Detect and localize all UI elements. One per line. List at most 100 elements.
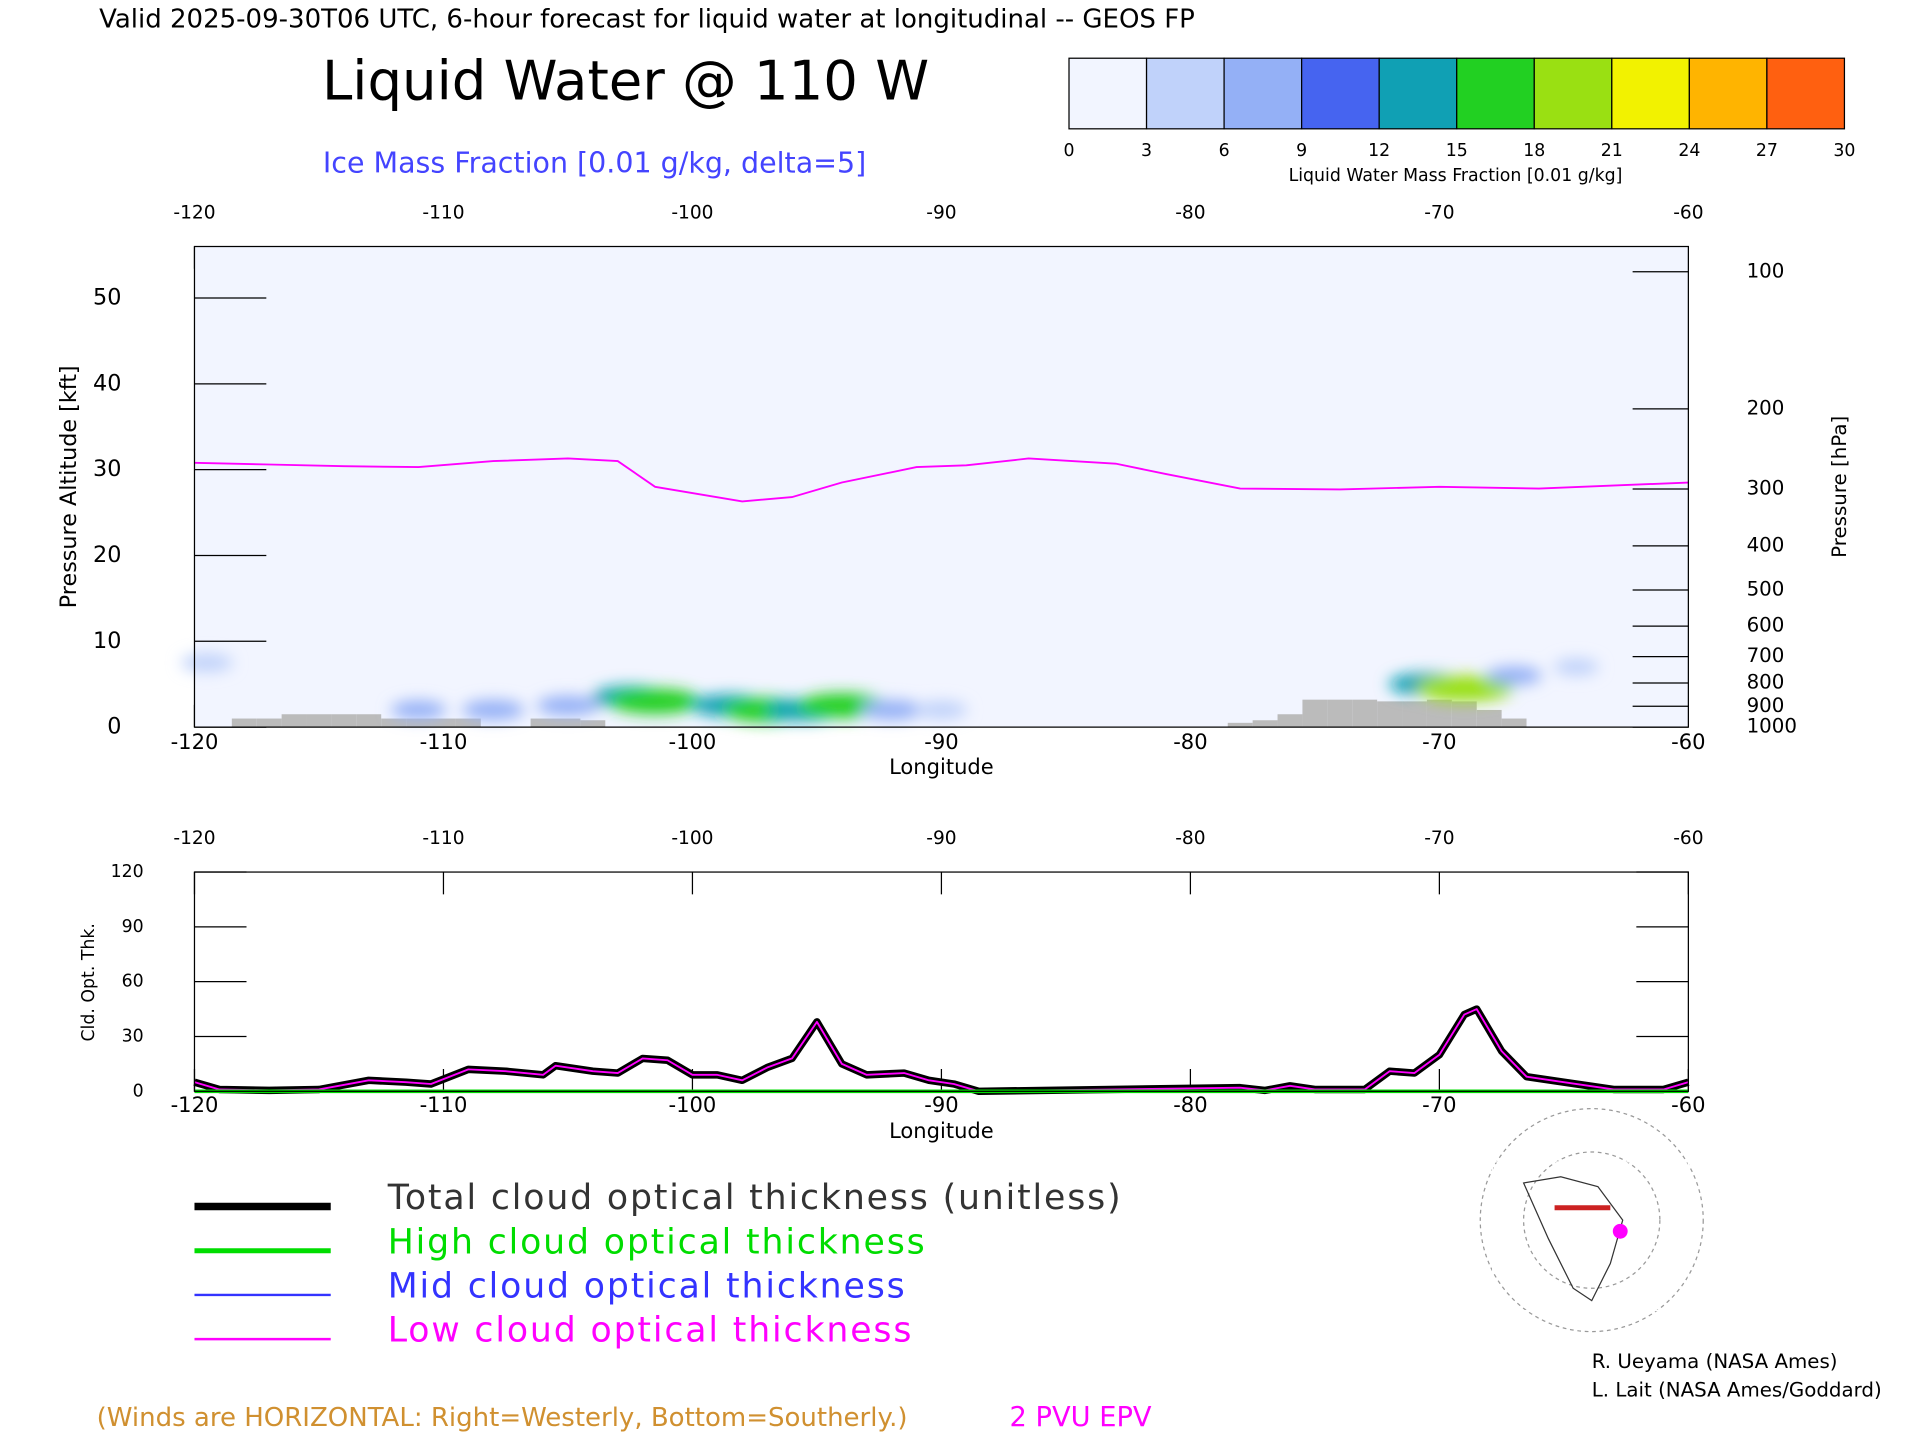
x-tick-label: -80 <box>1175 203 1205 224</box>
y2-tick-label: 200 <box>1747 396 1785 419</box>
colorbar-tick-label: 6 <box>1219 141 1230 161</box>
x-tick-label: -70 <box>1424 828 1454 849</box>
colorbar-segment <box>1223 57 1303 130</box>
colorbar-tick-label: 12 <box>1368 141 1390 161</box>
liquid-water-cell <box>1486 666 1542 685</box>
legend-entry: Mid cloud optical thickness <box>388 1267 907 1307</box>
x-tick-label: -90 <box>926 828 956 849</box>
y2-tick-label: 500 <box>1747 578 1785 601</box>
series-line <box>194 1008 1689 1093</box>
x-tick-label: -110 <box>422 203 464 224</box>
x-tick-label: -90 <box>926 203 956 224</box>
credit: L. Lait (NASA Ames/Goddard) <box>1592 1379 1882 1402</box>
liquid-water-cell <box>536 695 600 716</box>
terrain <box>406 718 432 728</box>
liquid-water-cell <box>608 688 702 715</box>
colorbar-tick-label: 15 <box>1446 141 1468 161</box>
colorbar-segment <box>1301 57 1380 130</box>
liquid-water-cell <box>390 700 447 720</box>
terrain <box>1302 699 1328 728</box>
liquid-water-cell <box>1415 675 1513 702</box>
x-tick-label: -90 <box>924 729 958 754</box>
x-tick-label: -90 <box>924 1092 958 1117</box>
terrain <box>1352 699 1378 728</box>
x-tick-label: -70 <box>1422 729 1456 754</box>
colorbar-tick-label: 27 <box>1756 141 1778 161</box>
colorbar-segment <box>1378 57 1458 130</box>
terrain <box>1451 701 1477 728</box>
x-tick-label: -60 <box>1671 1092 1705 1117</box>
y-axis-label: Cld. Opt. Thk. <box>79 923 99 1042</box>
series-line <box>193 1005 1690 1096</box>
x-axis-label: Longitude <box>889 1118 994 1143</box>
terrain <box>1252 720 1278 728</box>
terrain <box>231 718 257 728</box>
colorbar-tick-label: 18 <box>1523 141 1545 161</box>
y-tick-label: 10 <box>93 628 121 654</box>
y2-tick-label: 300 <box>1747 477 1785 500</box>
liquid-water-cell <box>915 700 968 719</box>
legend-entry: Low cloud optical thickness <box>388 1311 914 1351</box>
colorbar-tick-label: 24 <box>1678 141 1700 161</box>
terrain <box>1476 709 1502 728</box>
y2-tick-label: 400 <box>1747 533 1785 556</box>
terrain <box>580 720 606 728</box>
legend-entry: Total cloud optical thickness (unitless) <box>387 1178 1123 1218</box>
colorbar-tick-label: 9 <box>1296 141 1307 161</box>
x-tick-label: -60 <box>1673 203 1703 224</box>
x-tick-label: -100 <box>671 203 713 224</box>
y2-tick-label: 100 <box>1747 259 1785 282</box>
legend-entry: High cloud optical thickness <box>388 1222 927 1262</box>
x-tick-label: -100 <box>669 729 717 754</box>
terrain <box>1277 714 1303 728</box>
plot-frame <box>193 871 1689 1092</box>
x-tick-label: -120 <box>171 1092 219 1117</box>
x-tick-label: -80 <box>1173 1092 1207 1117</box>
terrain <box>1377 701 1403 728</box>
colorbar-segment <box>1766 57 1846 130</box>
liquid-water-cell <box>860 700 923 720</box>
terrain <box>455 718 481 728</box>
terrain <box>281 714 307 728</box>
colorbar-tick-label: 0 <box>1063 141 1074 161</box>
epv-line <box>194 457 1689 503</box>
x-tick-label: -100 <box>669 1092 717 1117</box>
chart-title: Liquid Water @ 110 W <box>322 48 929 112</box>
x-tick-label: -80 <box>1175 828 1205 849</box>
colorbar-segment <box>1611 57 1690 130</box>
colorbar-segment <box>1688 57 1768 130</box>
y-tick-label: 30 <box>93 456 121 482</box>
wind-note: (Winds are HORIZONTAL: Right=Westerly, B… <box>97 1403 908 1433</box>
x-tick-label: -110 <box>420 1092 468 1117</box>
liquid-water-cell <box>1553 658 1599 676</box>
x-tick-label: -60 <box>1671 729 1705 754</box>
liquid-water-cell <box>180 653 233 672</box>
x-tick-label: -60 <box>1673 828 1703 849</box>
y-tick-label: 40 <box>93 370 121 396</box>
x-tick-label: -120 <box>173 828 215 849</box>
colorbar-segment <box>1145 57 1225 130</box>
locator-map <box>1479 1108 1704 1333</box>
colorbar-segment <box>1068 57 1148 130</box>
x-tick-label: -70 <box>1424 203 1454 224</box>
header: Valid 2025-09-30T06 UTC, 6-hour forecast… <box>99 4 1195 34</box>
y2-axis-label: Pressure [hPa] <box>1828 416 1851 558</box>
terrain <box>356 714 382 728</box>
y-tick-label: 0 <box>107 714 121 740</box>
credit: R. Ueyama (NASA Ames) <box>1592 1350 1838 1373</box>
x-tick-label: -110 <box>422 828 464 849</box>
plot-frame <box>193 245 1689 728</box>
x-tick-label: -100 <box>671 828 713 849</box>
terrain <box>331 714 357 728</box>
colorbar-segment <box>1533 57 1613 130</box>
colorbar-tick-label: 21 <box>1601 141 1623 161</box>
colorbar-tick-label: 30 <box>1833 141 1855 161</box>
y-tick-label: 90 <box>122 917 144 937</box>
x-tick-label: -80 <box>1173 729 1207 754</box>
terrain <box>1501 718 1527 728</box>
y-tick-label: 50 <box>93 284 121 310</box>
y2-tick-label: 600 <box>1747 614 1785 637</box>
terrain <box>530 718 556 728</box>
